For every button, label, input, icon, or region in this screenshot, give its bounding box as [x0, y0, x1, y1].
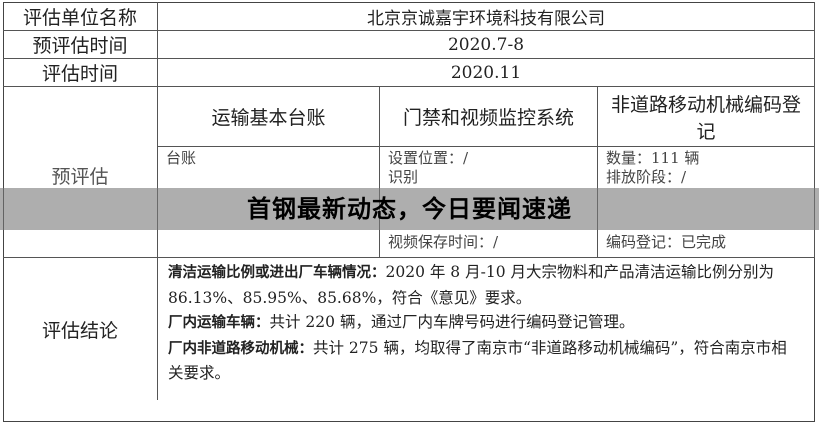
eval-time-value: 2020.11	[158, 59, 815, 87]
conclusion-item: 厂内非道路移动机械：共计 275 辆，均取得了南京市“非道路移动机械编码”，符合…	[168, 338, 787, 383]
col1-header: 运输基本台账	[158, 87, 380, 147]
headline-banner[interactable]: 首钢最新动态，今日要闻速递	[0, 188, 819, 230]
col3-body: 数量：111 辆 排放阶段：/ 编码登记：已完成	[598, 147, 815, 258]
conclusion-text: 清洁运输比例或进出厂车辆情况：2020 年 8 月-10 月大宗物料和产品清洁运…	[160, 258, 810, 388]
col3-line: 排放阶段：/	[606, 168, 687, 186]
col2-line: 识别	[388, 168, 419, 186]
col2-line: 视频保存时间：/	[388, 233, 499, 251]
conclusion-item: 厂内运输车辆：共计 220 辆，通过厂内车牌号码进行编码登记管理。	[168, 313, 635, 331]
col3-line: 编码登记：已完成	[606, 233, 727, 251]
unit-label: 评估单位名称	[3, 2, 158, 31]
pre-time-label: 预评估时间	[3, 31, 158, 59]
conclusion-label: 评估结论	[3, 258, 158, 400]
col2-body: 设置位置：/ 识别 视频保存时间：/	[380, 147, 598, 258]
pre-time-value: 2020.7-8	[158, 31, 815, 59]
unit-value: 北京京诚嘉宇环境科技有限公司	[158, 2, 815, 31]
pre-eval-label: 预评估	[3, 87, 158, 258]
col3-line: 数量：111 辆	[606, 149, 700, 167]
col1-line: 台账	[166, 149, 197, 167]
eval-time-label: 评估时间	[3, 59, 158, 87]
headline-title: 首钢最新动态，今日要闻速递	[247, 195, 572, 223]
conclusion-item: 清洁运输比例或进出厂车辆情况：2020 年 8 月-10 月大宗物料和产品清洁运…	[168, 263, 774, 307]
col2-line: 设置位置：/	[388, 149, 469, 167]
col3-header: 非道路移动机械编码登记	[598, 87, 815, 147]
col2-header: 门禁和视频监控系统	[380, 87, 598, 147]
